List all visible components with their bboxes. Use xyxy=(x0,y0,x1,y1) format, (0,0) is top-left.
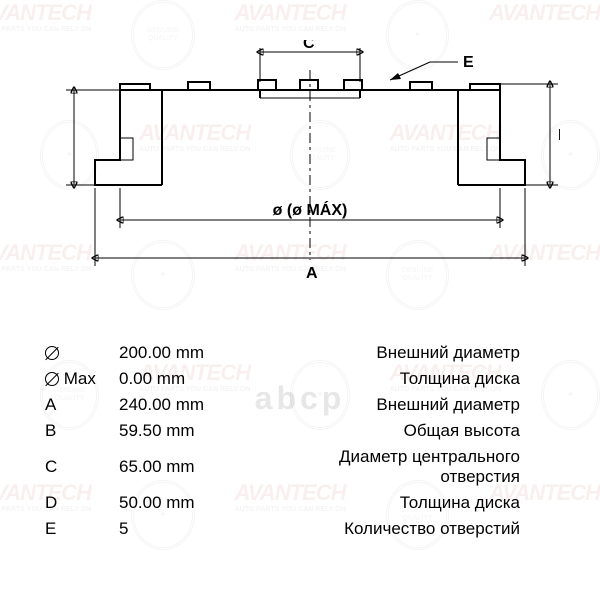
diameter-max-label: ø (ø MÁX) xyxy=(273,200,348,219)
diameter-icon xyxy=(45,372,59,386)
spec-value: 50.00 mm xyxy=(115,490,255,516)
spec-row: E5Количество отверстий xyxy=(45,516,520,542)
dim-label-c: C xyxy=(303,40,315,52)
spec-label: Внешний диаметр xyxy=(255,340,520,366)
spec-value: 0.00 mm xyxy=(115,366,255,392)
spec-label: Диаметр центрального отверстия xyxy=(255,444,520,490)
spec-key: B xyxy=(45,418,115,444)
spec-key: Max xyxy=(45,366,115,392)
dim-label-e: E xyxy=(463,54,474,71)
spec-label: Толщина диска xyxy=(255,490,520,516)
spec-row: 200.00 mmВнешний диаметр xyxy=(45,340,520,366)
spec-key: C xyxy=(45,444,115,490)
overlay-watermark: abcp xyxy=(255,380,346,417)
spec-value: 5 xyxy=(115,516,255,542)
spec-table: 200.00 mmВнешний диаметр Max0.00 mm Толщи… xyxy=(45,340,520,542)
spec-value: 240.00 mm xyxy=(115,392,255,418)
diameter-icon xyxy=(45,346,59,360)
spec-key xyxy=(45,340,115,366)
spec-label: Общая высота xyxy=(255,418,520,444)
dim-label-b: B xyxy=(558,127,560,144)
spec-row: D50.00 mmТолщина диска xyxy=(45,490,520,516)
spec-row: C65.00 mmДиаметр центрального отверстия xyxy=(45,444,520,490)
spec-key: D xyxy=(45,490,115,516)
dim-label-a: A xyxy=(306,265,318,282)
spec-key: E xyxy=(45,516,115,542)
spec-value: 65.00 mm xyxy=(115,444,255,490)
spec-value: 200.00 mm xyxy=(115,340,255,366)
spec-label: Количество отверстий xyxy=(255,516,520,542)
technical-drawing: C E xyxy=(60,40,560,310)
spec-row: B59.50 mmОбщая высота xyxy=(45,418,520,444)
spec-value: 59.50 mm xyxy=(115,418,255,444)
spec-key: A xyxy=(45,392,115,418)
